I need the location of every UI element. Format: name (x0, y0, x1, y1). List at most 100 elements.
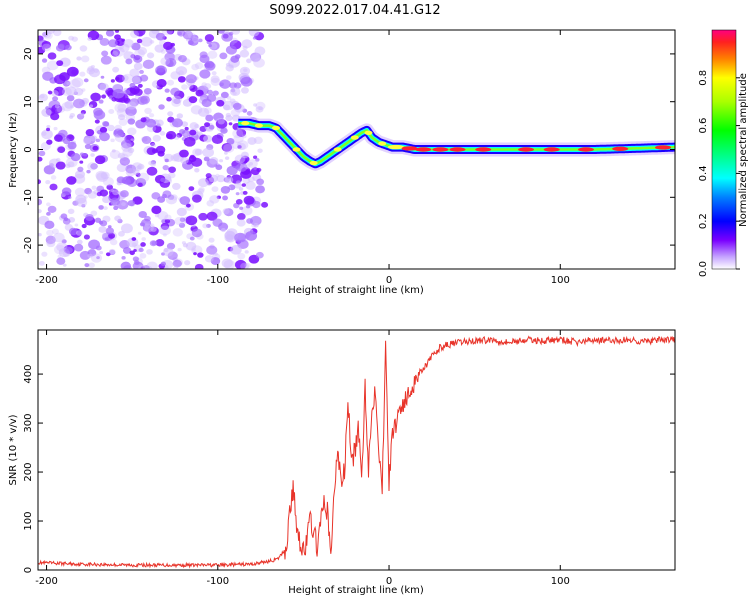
noise-speckle (51, 228, 59, 235)
noise-speckle (137, 182, 143, 188)
noise-speckle (54, 74, 66, 85)
noise-speckle (198, 186, 205, 193)
noise-speckle (178, 55, 187, 63)
noise-speckle (247, 137, 257, 145)
noise-speckle (211, 134, 224, 144)
noise-speckle (241, 87, 249, 94)
noise-speckle (198, 38, 203, 43)
noise-speckle (132, 169, 140, 175)
noise-speckle (127, 200, 136, 207)
noise-speckle (189, 122, 199, 130)
noise-speckle (258, 106, 263, 111)
noise-speckle (114, 102, 127, 113)
noise-speckle (179, 196, 191, 205)
noise-speckle (241, 39, 253, 49)
noise-speckle (60, 213, 68, 220)
noise-speckle (131, 42, 141, 51)
noise-speckle (90, 92, 101, 102)
noise-speckle (103, 206, 108, 211)
spectrogram-xtick-label: -100 (206, 275, 229, 286)
noise-speckle (167, 79, 175, 86)
noise-speckle (115, 77, 120, 81)
noise-speckle (90, 65, 95, 69)
noise-speckle (231, 30, 241, 35)
noise-speckle (98, 99, 104, 104)
noise-speckle (141, 237, 146, 241)
spectrogram-ytick-label: -20 (23, 237, 34, 253)
noise-speckle (235, 198, 243, 205)
ridge-hotspot (241, 121, 250, 126)
noise-speckle (145, 118, 157, 128)
noise-speckle (88, 262, 95, 268)
colorbar: 0.0 0.2 0.4 0.6 0.8 Normalized spectral ampl… (698, 29, 749, 277)
noise-speckle (123, 51, 135, 61)
noise-speckle (170, 42, 175, 47)
noise-speckle (194, 168, 200, 173)
colorbar-tick-label: 0.8 (698, 70, 709, 86)
noise-speckle (226, 137, 235, 145)
noise-speckle (152, 134, 161, 142)
noise-speckle (98, 226, 107, 233)
spectrogram-xlabel: Height of straight line (km) (288, 285, 424, 296)
noise-speckle (99, 126, 108, 134)
noise-speckle (46, 202, 51, 207)
noise-speckle (94, 155, 106, 165)
noise-speckle (133, 248, 137, 253)
noise-speckle (234, 54, 241, 59)
noise-speckle (240, 262, 249, 269)
noise-speckle (54, 89, 59, 93)
noise-speckle (217, 118, 225, 125)
noise-speckle (110, 239, 118, 246)
spectrogram-ylabel: Frequency (Hz) (8, 112, 19, 188)
noise-speckle (57, 43, 65, 50)
noise-speckle (163, 41, 173, 50)
noise-speckle (210, 257, 221, 265)
noise-speckle (50, 112, 60, 121)
noise-speckle (101, 94, 107, 99)
noise-speckle (172, 266, 179, 269)
noise-speckle (189, 129, 197, 136)
noise-speckle (246, 58, 252, 64)
noise-speckle (204, 61, 216, 71)
noise-speckle (74, 87, 84, 96)
noise-speckle (197, 252, 204, 258)
noise-speckle (99, 83, 109, 91)
noise-speckle (134, 95, 140, 99)
noise-speckle (198, 212, 208, 221)
noise-speckle (242, 190, 248, 195)
noise-speckle (56, 257, 66, 265)
noise-speckle (76, 239, 83, 245)
noise-speckle (217, 30, 226, 34)
noise-speckle (144, 223, 149, 228)
noise-speckle (131, 237, 137, 241)
noise-speckle (127, 147, 135, 154)
noise-speckle (79, 160, 84, 164)
noise-speckle (110, 138, 115, 143)
noise-speckle (98, 220, 104, 225)
noise-speckle (253, 103, 258, 107)
noise-speckle (206, 223, 211, 228)
noise-speckle (157, 150, 165, 157)
noise-speckle (203, 134, 213, 143)
noise-speckle (252, 200, 261, 209)
noise-speckle (221, 32, 233, 42)
noise-speckle (223, 143, 235, 153)
noise-speckle (184, 30, 192, 34)
noise-speckle (99, 132, 110, 142)
noise-speckle (66, 81, 71, 86)
noise-speckle (179, 149, 189, 158)
noise-speckle (160, 261, 166, 267)
noise-speckle (245, 230, 258, 241)
noise-speckle (142, 224, 152, 232)
ridge-hotspot (401, 146, 418, 151)
noise-speckle (221, 142, 233, 152)
noise-speckle (68, 227, 78, 236)
noise-speckle (108, 109, 115, 115)
noise-speckle (160, 49, 166, 54)
noise-speckle (129, 68, 140, 78)
noise-speckle (41, 251, 48, 257)
noise-speckle (234, 259, 247, 269)
noise-speckle (52, 96, 59, 102)
noise-speckle (64, 100, 74, 109)
